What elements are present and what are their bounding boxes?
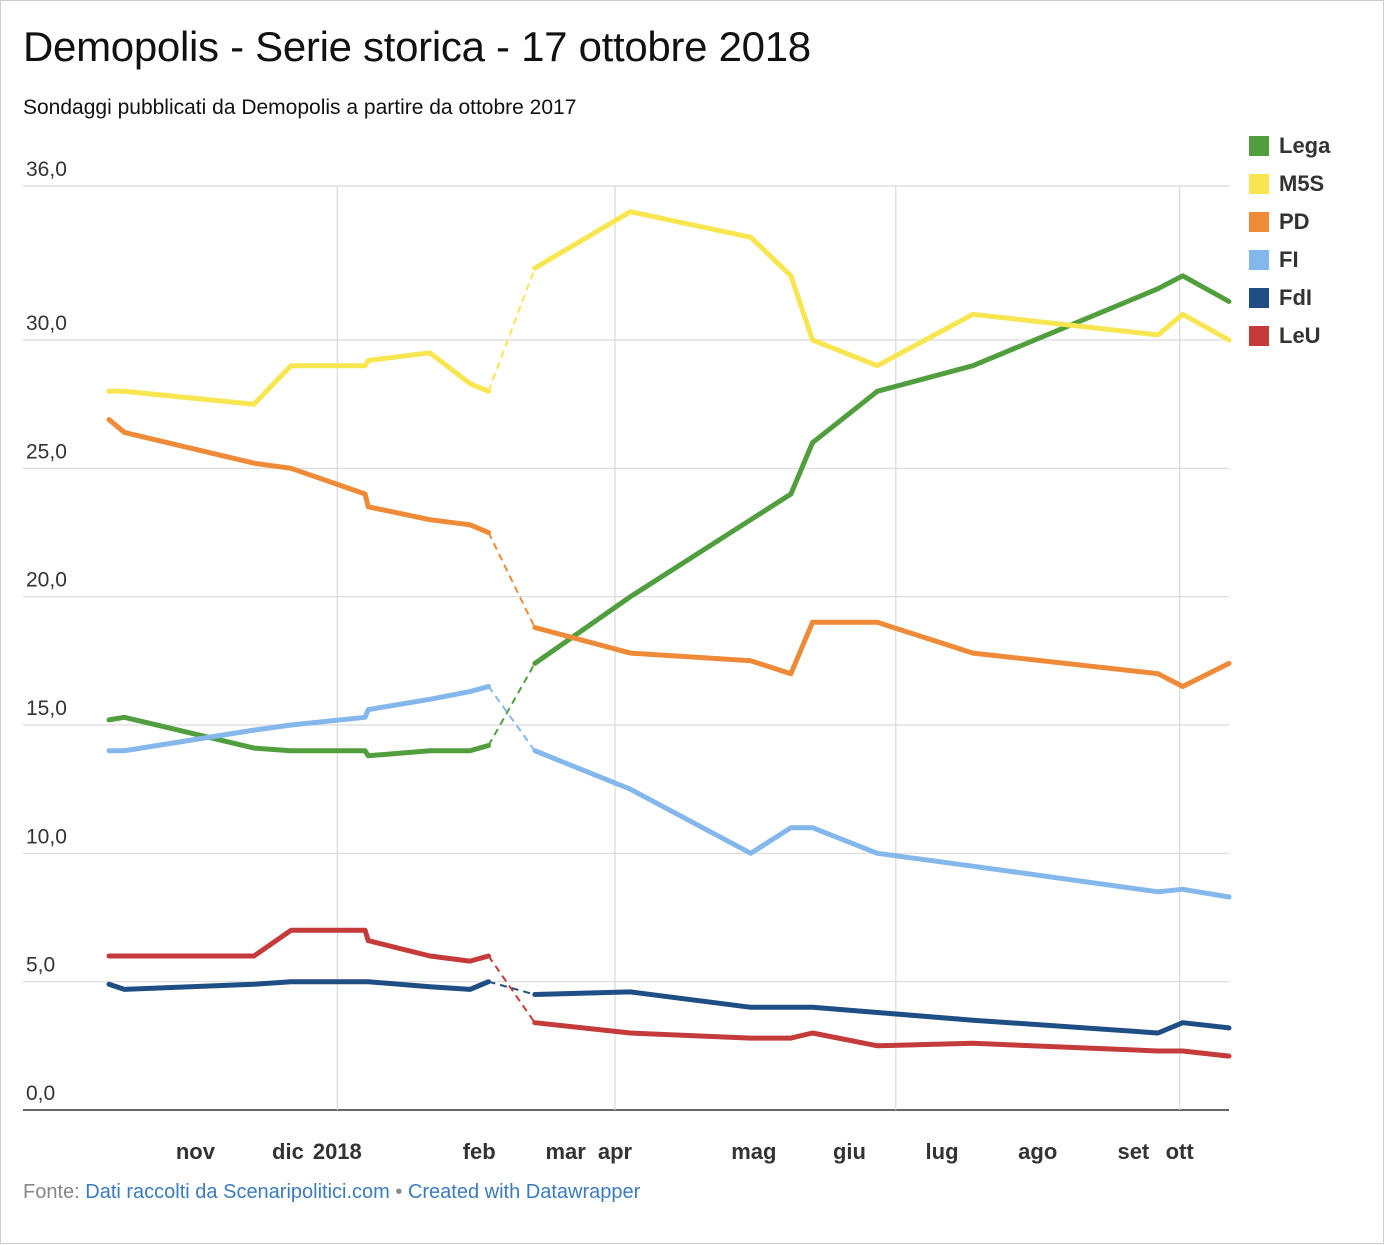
series-line	[106, 927, 491, 964]
x-tick-label: giu	[833, 1139, 866, 1164]
y-tick-label: 0,0	[26, 1082, 55, 1105]
legend-label: FI	[1279, 247, 1299, 272]
x-tick-label: set	[1117, 1139, 1149, 1164]
series-layer	[106, 209, 1232, 1059]
datawrapper-link[interactable]: Created with Datawrapper	[407, 1181, 641, 1203]
series-gap-line	[487, 955, 536, 1024]
series-gap-line	[487, 532, 536, 628]
legend-swatch	[1249, 212, 1269, 232]
x-tick-label: ago	[1018, 1139, 1057, 1164]
footer-source-prefix: Fonte:	[23, 1181, 86, 1203]
legend-swatch	[1249, 288, 1269, 308]
series-line	[106, 417, 491, 535]
y-axis: 0,0 5,0 10,0 15,0 20,0 25,0 30,0 36,0	[26, 158, 67, 1105]
x-tick-label: 2018	[313, 1139, 362, 1164]
legend-label: Lega	[1279, 133, 1331, 158]
legend-item-m5s: M5S	[1249, 165, 1330, 203]
x-tick-label: nov	[176, 1139, 216, 1164]
legend-item-pd: PD	[1249, 203, 1330, 241]
series-line	[532, 273, 1232, 666]
series-gap-line	[487, 662, 536, 746]
legend-item-fdi: FdI	[1249, 279, 1330, 317]
legend-label: FdI	[1279, 285, 1312, 310]
y-tick-label: 5,0	[26, 954, 55, 977]
legend-item-lega: Lega	[1249, 127, 1330, 165]
series-fi	[106, 684, 1232, 900]
series-line	[106, 979, 491, 992]
x-tick-label: mag	[731, 1139, 776, 1164]
series-line	[532, 209, 1232, 369]
series-gap-line	[487, 685, 536, 752]
series-line	[106, 714, 491, 759]
legend-label: LeU	[1279, 323, 1321, 348]
series-m5s	[106, 209, 1232, 407]
source-link[interactable]: Dati raccolti da Scenaripolitici.com	[85, 1181, 390, 1203]
x-tick-label: ott	[1166, 1139, 1195, 1164]
series-pd	[106, 417, 1232, 689]
legend-swatch	[1249, 174, 1269, 194]
footer: Fonte: Dati raccolti da Scenaripolitici.…	[23, 1181, 640, 1204]
legend-swatch	[1249, 326, 1269, 346]
x-tick-label: lug	[926, 1139, 959, 1164]
x-tick-label: dic	[272, 1139, 304, 1164]
chart-title: Demopolis - Serie storica - 17 ottobre 2…	[23, 23, 811, 70]
x-axis: nov dic 2018 feb mar apr mag giu lug ago set ott	[176, 1139, 1195, 1164]
series-fdi	[106, 979, 1232, 1036]
series-line	[106, 350, 491, 407]
legend-label: M5S	[1279, 171, 1325, 196]
footer-separator: •	[389, 1181, 408, 1203]
legend-label: PD	[1279, 209, 1310, 234]
y-tick-label: 36,0	[26, 158, 67, 181]
series-line	[532, 989, 1232, 1036]
x-tick-label: apr	[598, 1139, 633, 1164]
series-line	[106, 684, 491, 754]
series-line	[532, 619, 1232, 689]
legend: Lega M5S PD FI FdI LeU	[1249, 127, 1330, 355]
y-tick-label: 25,0	[26, 440, 67, 463]
y-tick-label: 10,0	[26, 825, 67, 848]
series-line	[532, 1020, 1232, 1059]
legend-swatch	[1249, 136, 1269, 156]
legend-swatch	[1249, 250, 1269, 270]
x-tick-label: feb	[463, 1139, 496, 1164]
series-gap-line	[487, 267, 536, 392]
series-leu	[106, 927, 1232, 1059]
x-tick-label: mar	[545, 1139, 586, 1164]
y-tick-label: 15,0	[26, 697, 67, 720]
series-lega	[106, 273, 1232, 759]
grid-layer	[23, 185, 1229, 1111]
chart-subtitle: Sondaggi pubblicati da Demopolis a parti…	[23, 96, 577, 119]
legend-item-leu: LeU	[1249, 317, 1330, 355]
legend-item-fi: FI	[1249, 241, 1330, 279]
series-line	[532, 748, 1232, 900]
y-tick-label: 20,0	[26, 569, 67, 592]
y-tick-label: 30,0	[26, 312, 67, 335]
